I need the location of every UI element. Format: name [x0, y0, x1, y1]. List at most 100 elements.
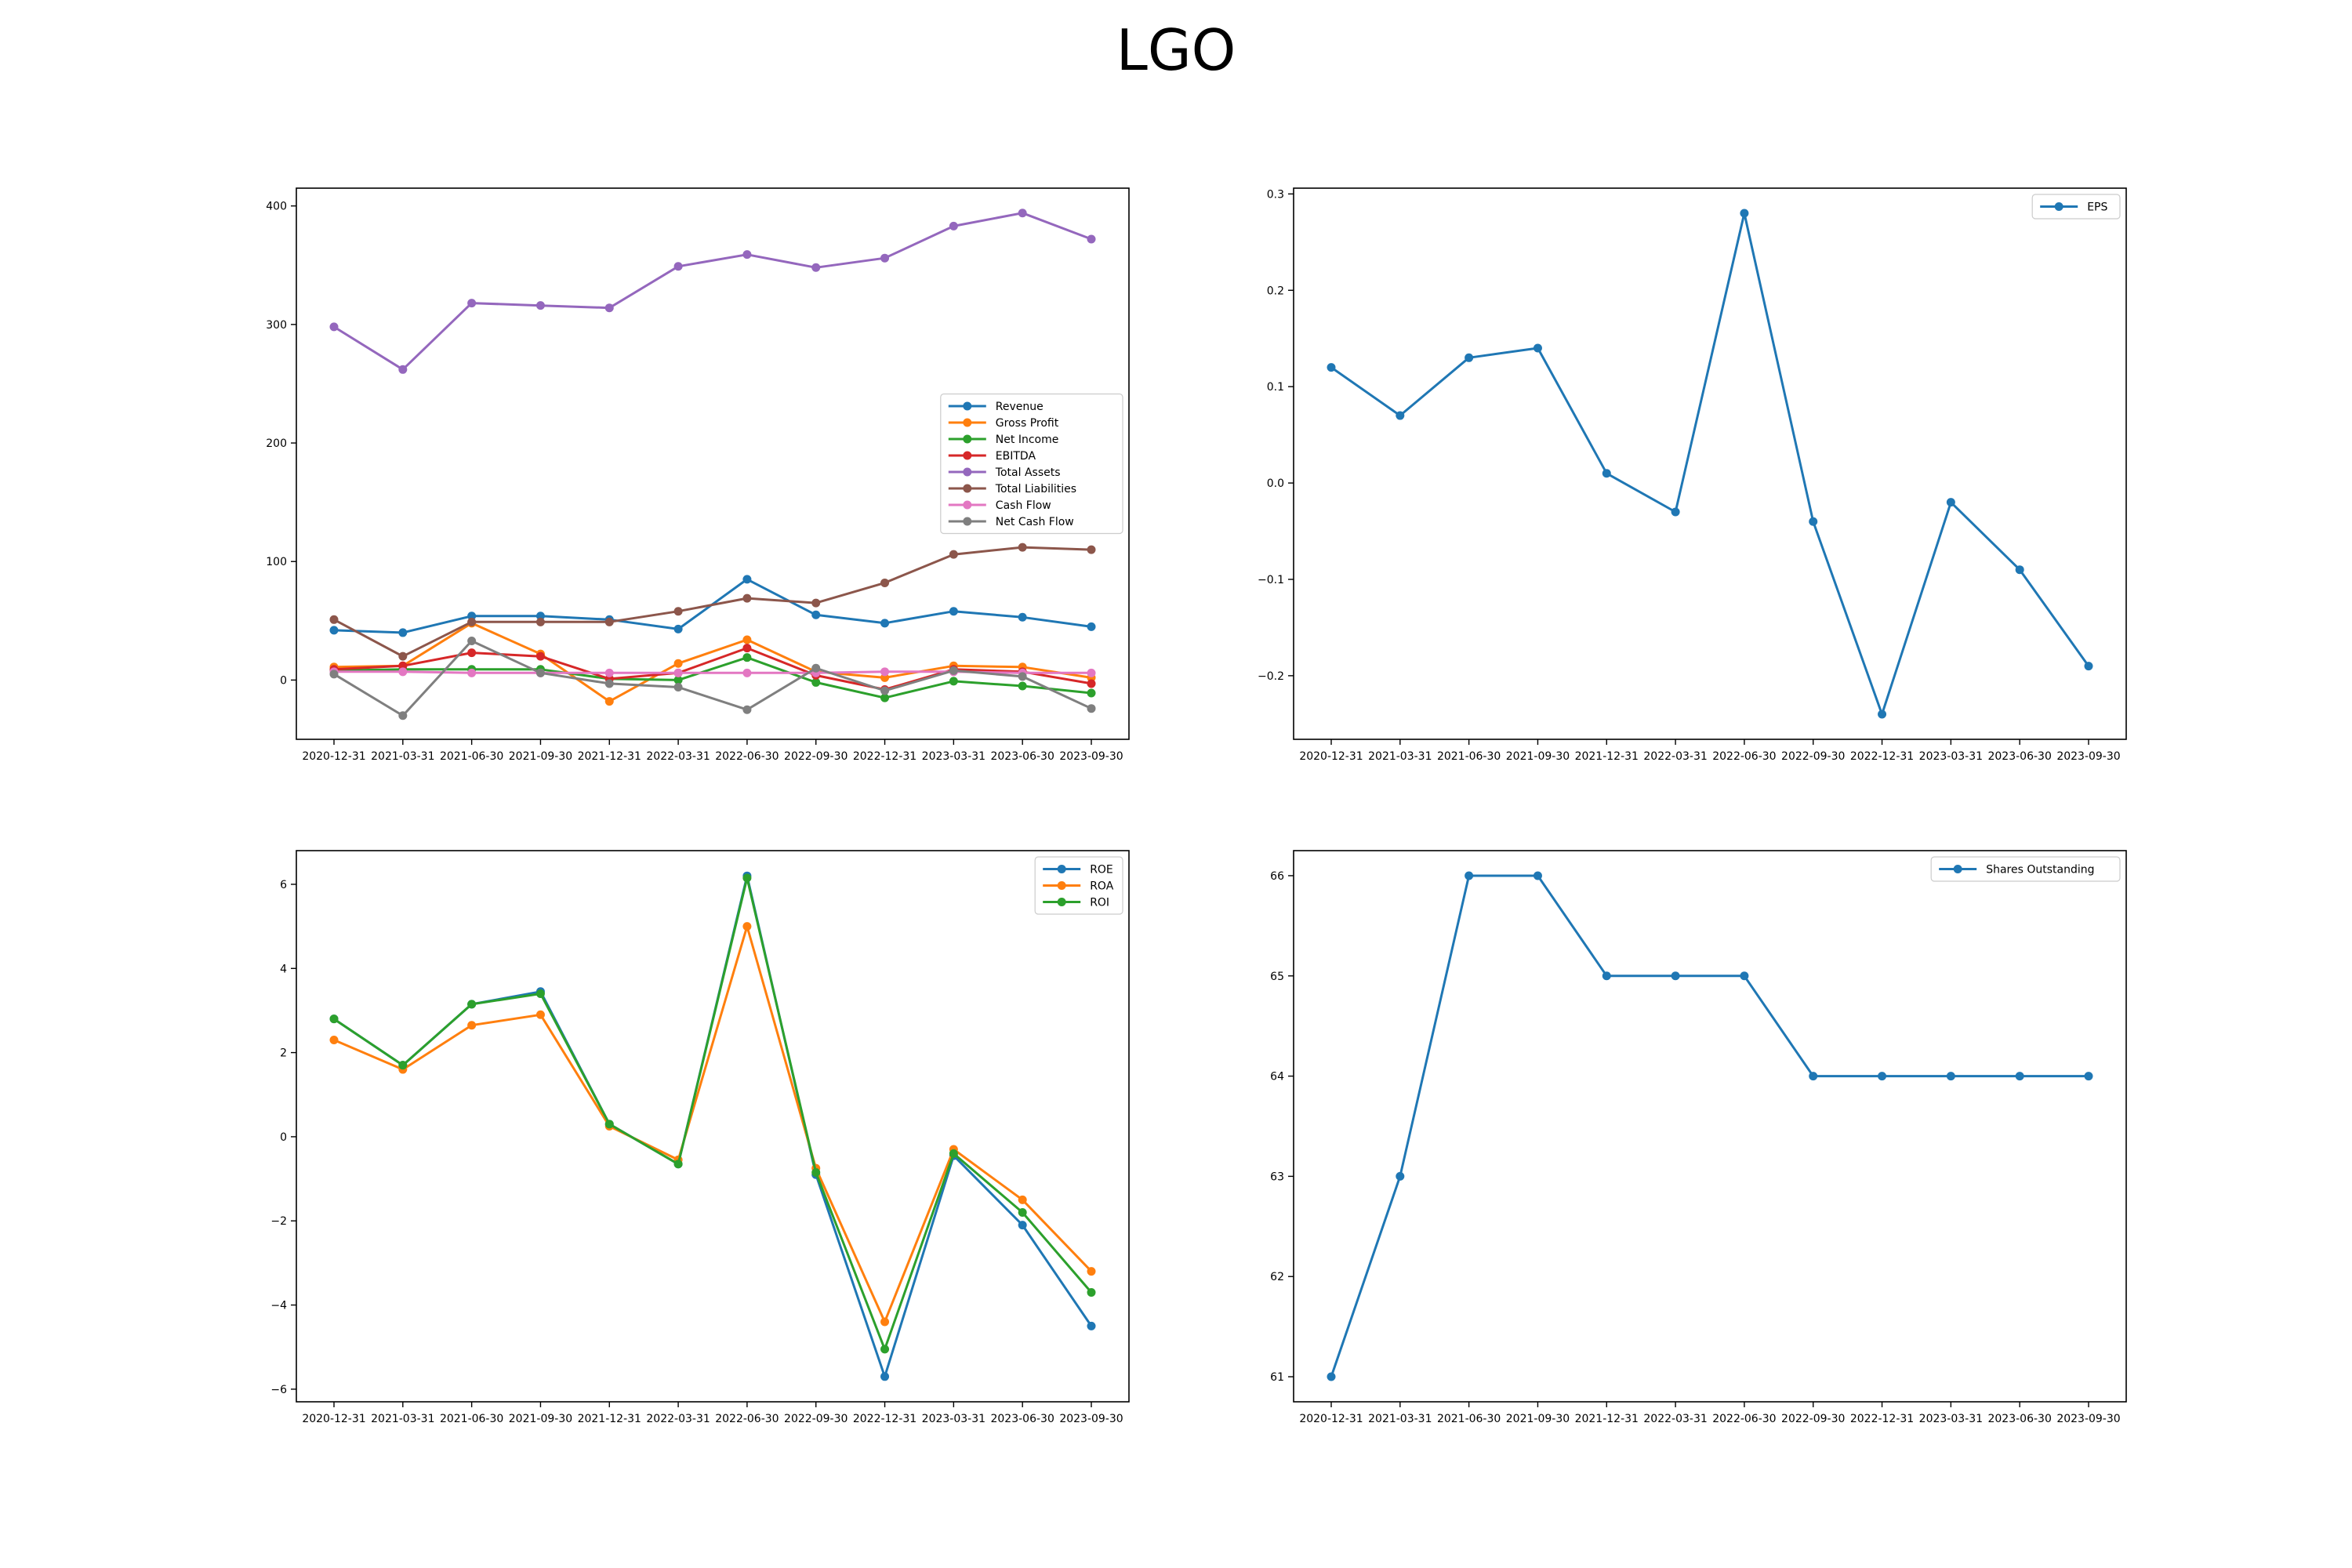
data-point-revenue — [1087, 622, 1096, 631]
legend: Revenue Gross Profit Net Income EBITDA Total… — [940, 393, 1123, 535]
legend-label-total-assets: Total Assets — [995, 466, 1061, 479]
data-point-revenue — [949, 607, 958, 616]
data-point-total-assets — [329, 322, 339, 332]
x-tick-label: 2023-06-30 — [1987, 1413, 2051, 1425]
data-point-total-liabilities — [1087, 545, 1096, 554]
y-tick-label: 0.2 — [1267, 285, 1284, 297]
data-point-shares-outstanding — [1327, 1372, 1336, 1381]
x-tick-label: 2022-06-30 — [1712, 750, 1776, 763]
x-tick-label: 2021-12-31 — [1575, 750, 1639, 763]
x-tick-label: 2021-03-31 — [1368, 750, 1432, 763]
data-point-net-cash-flow — [329, 670, 339, 679]
data-point-total-assets — [604, 303, 614, 313]
data-point-total-assets — [1087, 234, 1096, 244]
data-point-net-income — [1087, 688, 1096, 698]
data-point-total-assets — [467, 299, 477, 308]
data-point-eps — [1396, 411, 1405, 420]
chart-panel-2: 2020-12-31 2021-03-31 2021-06-30 2021-09-30… — [1258, 187, 2127, 763]
data-point-roi — [604, 1120, 614, 1129]
data-point-shares-outstanding — [2015, 1072, 2024, 1081]
y-tick-label: −6 — [270, 1384, 287, 1396]
x-tick-label: 2021-09-30 — [1506, 750, 1570, 763]
y-tick-label: 65 — [1270, 971, 1284, 983]
axes-frame — [1293, 187, 2127, 740]
legend-marker-roi — [1057, 898, 1066, 906]
data-point-gross-profit — [742, 635, 752, 644]
data-point-net-cash-flow — [949, 666, 958, 675]
legend-marker-cash-flow — [963, 500, 972, 510]
x-tick-label: 2022-12-31 — [1850, 1413, 1914, 1425]
y-tick-label: 66 — [1270, 870, 1284, 883]
data-point-ebitda — [742, 644, 752, 653]
x-tick-label: 2023-06-30 — [990, 1413, 1054, 1425]
legend-label-revenue: Revenue — [996, 401, 1044, 413]
y-tick-label: −0.1 — [1258, 574, 1284, 586]
data-point-roi — [535, 989, 545, 998]
legend-marker-ebitda — [963, 451, 972, 460]
data-point-eps — [1602, 469, 1611, 478]
axes-frame — [1293, 850, 2127, 1403]
figure-title: LGO — [1116, 17, 1236, 83]
x-tick-label: 2023-03-31 — [922, 1413, 985, 1425]
x-tick-label: 2021-06-30 — [440, 1413, 503, 1425]
data-point-net-cash-flow — [467, 637, 477, 646]
data-point-net-income — [1018, 681, 1027, 691]
legend-marker-revenue — [963, 401, 972, 411]
x-tick-label: 2022-06-30 — [1712, 1413, 1776, 1425]
data-point-total-assets — [949, 221, 958, 230]
data-point-roi — [880, 1345, 890, 1354]
x-tick-label: 2022-12-31 — [853, 1413, 916, 1425]
data-point-roa — [1018, 1195, 1027, 1204]
data-point-shares-outstanding — [1396, 1171, 1405, 1181]
x-tick-label: 2020-12-31 — [302, 750, 365, 763]
legend-marker-roa — [1057, 881, 1066, 890]
x-tick-label: 2022-03-31 — [646, 750, 710, 763]
data-point-cash-flow — [673, 668, 683, 677]
data-point-cash-flow — [467, 668, 477, 677]
data-point-eps — [1671, 507, 1680, 517]
data-point-total-liabilities — [880, 578, 890, 587]
x-tick-label: 2023-06-30 — [1987, 750, 2051, 763]
data-point-eps — [1946, 498, 1955, 507]
data-point-roa — [1087, 1267, 1096, 1276]
data-point-roi — [398, 1061, 408, 1070]
y-tick-label: 63 — [1270, 1171, 1284, 1183]
data-point-eps — [2084, 662, 2093, 671]
data-point-roe — [1018, 1221, 1027, 1230]
x-tick-label: 2021-12-31 — [1575, 1413, 1639, 1425]
x-tick-label: 2022-06-30 — [715, 1413, 779, 1425]
data-point-roa — [467, 1021, 477, 1030]
y-tick-label: −2 — [270, 1215, 287, 1228]
data-point-eps — [1878, 710, 1887, 719]
legend-label-cash-flow: Cash Flow — [996, 499, 1051, 512]
x-tick-label: 2021-12-31 — [578, 750, 641, 763]
data-point-total-assets — [398, 365, 408, 374]
x-tick-label: 2022-12-31 — [853, 750, 916, 763]
legend-label-roa: ROA — [1090, 880, 1114, 893]
data-point-total-liabilities — [742, 593, 752, 603]
data-point-roa — [535, 1010, 545, 1019]
x-tick-label: 2021-09-30 — [1506, 1413, 1570, 1425]
legend-label-shares-outstanding: Shares Outstanding — [1986, 864, 2094, 877]
x-tick-label: 2023-09-30 — [2056, 750, 2120, 763]
x-tick-label: 2021-12-31 — [578, 1413, 641, 1425]
x-tick-label: 2021-09-30 — [509, 1413, 572, 1425]
data-point-total-liabilities — [604, 617, 614, 626]
data-point-shares-outstanding — [1671, 971, 1680, 981]
chart-panel-1: 2020-12-31 2021-03-31 2021-06-30 2021-09-30… — [266, 187, 1130, 763]
data-point-roi — [811, 1168, 821, 1178]
data-point-net-income — [880, 693, 890, 702]
y-tick-label: −4 — [270, 1300, 287, 1312]
data-point-total-liabilities — [811, 598, 821, 608]
x-tick-label: 2023-09-30 — [1059, 750, 1123, 763]
y-tick-label: 0 — [280, 674, 287, 687]
data-point-net-income — [949, 677, 958, 686]
legend-label-net-cash-flow: Net Cash Flow — [996, 516, 1074, 528]
data-point-roe — [880, 1372, 890, 1381]
data-point-shares-outstanding — [1740, 971, 1749, 981]
x-tick-label: 2020-12-31 — [302, 1413, 365, 1425]
data-point-total-liabilities — [673, 607, 683, 616]
axes-frame — [296, 850, 1130, 1403]
legend-label-roi: ROI — [1090, 897, 1109, 909]
